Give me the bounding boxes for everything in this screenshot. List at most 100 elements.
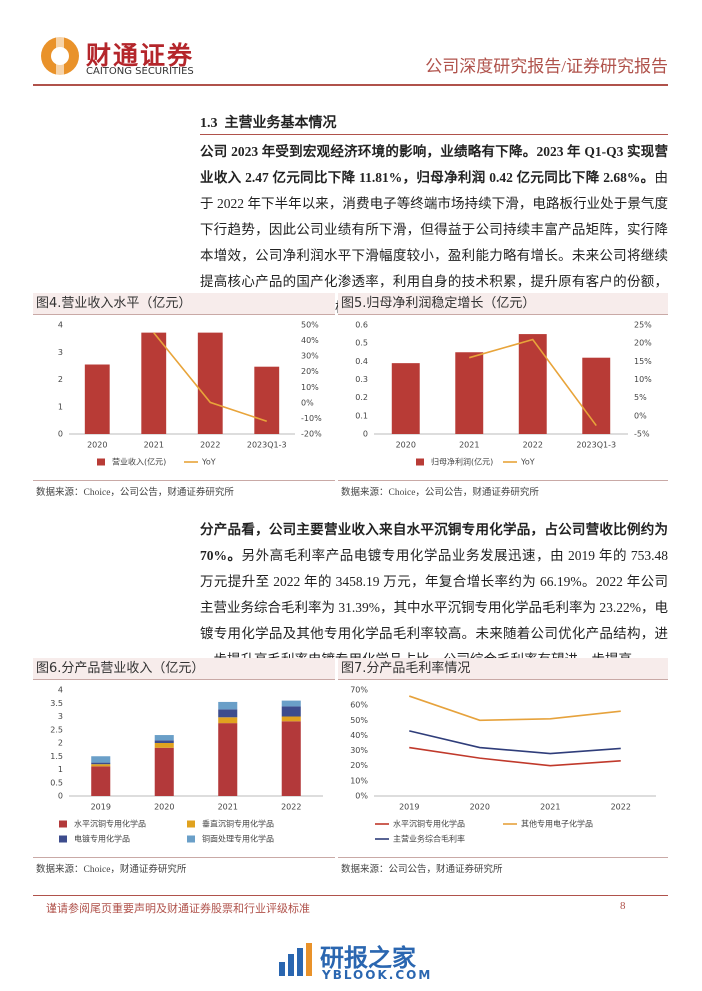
- y-tick-label: 0.3: [355, 375, 368, 384]
- line: [469, 338, 597, 427]
- bar: [391, 363, 420, 434]
- bar-segment: [91, 756, 111, 763]
- x-tick-label: 2020: [396, 441, 416, 450]
- y-tick-label: 0.2: [355, 393, 368, 402]
- y2-tick-label: 40%: [301, 336, 319, 345]
- legend-label: 营业收入(亿元): [112, 457, 166, 467]
- figure-title: 图4.营业收入水平（亿元）: [33, 293, 335, 315]
- bar-segment: [281, 706, 301, 717]
- y-tick-label: 4: [58, 686, 63, 695]
- x-tick-label: 2022: [523, 441, 543, 450]
- section-heading: 1.3 主营业务基本情况: [200, 112, 337, 132]
- x-tick-label: 2021: [218, 803, 238, 812]
- bar: [582, 357, 611, 434]
- x-tick-label: 2021: [459, 441, 479, 450]
- y-tick-label: 20%: [350, 761, 368, 770]
- y-tick-label: 1: [58, 402, 63, 411]
- y-tick-label: 1: [58, 765, 63, 774]
- watermark-url: YBLOOK.COM: [322, 968, 433, 982]
- bar-segment: [218, 717, 238, 724]
- y2-tick-label: -5%: [634, 430, 650, 439]
- y-tick-label: 0%: [355, 792, 368, 801]
- paragraph: 分产品看，公司主要营业收入来自水平沉铜专用化学品，占公司营收比例约为 70%。另…: [200, 517, 668, 673]
- legend-swatch: [97, 458, 105, 466]
- line: [409, 730, 621, 755]
- legend-label: 水平沉铜专用化学品: [74, 819, 146, 829]
- y2-tick-label: 20%: [634, 339, 652, 348]
- bar: [518, 334, 547, 434]
- x-tick-label: 2022: [611, 803, 631, 812]
- bar-segment: [281, 721, 301, 796]
- legend-label: 铜面处理专用化学品: [202, 834, 274, 844]
- bar-segment: [91, 764, 111, 767]
- bar: [254, 366, 280, 434]
- legend-swatch: [187, 820, 195, 828]
- x-tick-label: 2020: [87, 441, 107, 450]
- paragraph-bold: 分产品看，公司主要营业收入来自水平沉铜专用化学品，占公司营收比例约为 70%。: [200, 522, 668, 563]
- bar-segment: [218, 701, 238, 710]
- y2-tick-label: 10%: [634, 375, 652, 384]
- bar-segment: [281, 716, 301, 722]
- y2-tick-label: 20%: [301, 367, 319, 376]
- logo-cn: 财通证券: [86, 41, 195, 70]
- figure: 图7.分产品毛利率情况 0% 10% 20% 30% 40% 50% 60% 70% 2019 2…: [338, 658, 668, 875]
- y-tick-label: 0.6: [355, 321, 368, 330]
- y2-tick-label: -20%: [301, 430, 322, 439]
- bar-segment: [91, 766, 111, 796]
- legend-swatch: [187, 835, 195, 843]
- page-number: 8: [620, 900, 626, 912]
- y-tick-label: 0.1: [355, 411, 368, 420]
- figure-source: 数据来源：公司公告，财通证券研究所: [338, 857, 668, 875]
- y-tick-label: 3.5: [50, 699, 63, 708]
- bar-segment: [154, 740, 174, 743]
- y-tick-label: 3: [58, 348, 63, 357]
- line: [153, 332, 268, 423]
- watermark-title: 研报之家: [320, 944, 416, 972]
- paragraph: 公司 2023 年受到宏观经济环境的影响，业绩略有下降。2023 年 Q1-Q3…: [200, 139, 668, 321]
- bar-segment: [91, 762, 111, 765]
- y-tick-label: 2.5: [50, 725, 63, 734]
- legend-label: 归母净利润(亿元): [431, 457, 493, 467]
- y-tick-label: 0: [58, 792, 63, 801]
- legend-swatch: [59, 820, 67, 828]
- line: [408, 695, 621, 722]
- y-tick-label: 50%: [350, 716, 368, 725]
- section-title: 主营业务基本情况: [224, 116, 337, 131]
- x-tick-label: 2019: [399, 803, 419, 812]
- x-tick-label: 2023Q1-3: [247, 441, 287, 450]
- y-tick-label: 0.4: [355, 357, 368, 366]
- figure-title: 图5.归母净利润稳定增长（亿元）: [338, 293, 668, 315]
- y-tick-label: 70%: [350, 686, 368, 695]
- x-tick-label: 2021: [540, 803, 560, 812]
- figure: 图5.归母净利润稳定增长（亿元） 0 0.1 0.2 0.3 0.4 0.5 0.6 -5% 0…: [338, 293, 668, 498]
- legend-label: YoY: [520, 458, 535, 467]
- figure-title: 图7.分产品毛利率情况: [338, 658, 668, 680]
- legend-label: 其他专用电子化学品: [521, 819, 593, 829]
- legend-label: 电镀专用化学品: [74, 834, 130, 844]
- section-number: 1.3: [200, 116, 218, 131]
- legend-label: 水平沉铜专用化学品: [393, 819, 465, 829]
- bar: [455, 352, 484, 434]
- bar-segment: [281, 700, 301, 707]
- y-tick-label: 30%: [350, 746, 368, 755]
- line: [409, 746, 621, 767]
- y-tick-label: 3: [58, 712, 63, 721]
- y-tick-label: 1.5: [50, 752, 63, 761]
- y-tick-label: 2: [58, 739, 63, 748]
- bar-segment: [218, 709, 238, 718]
- y-tick-label: 0: [58, 430, 63, 439]
- y2-tick-label: 10%: [301, 383, 319, 392]
- x-tick-label: 2022: [281, 803, 301, 812]
- y-tick-label: 40%: [350, 731, 368, 740]
- y2-tick-label: -10%: [301, 414, 322, 423]
- bar-segment: [154, 735, 174, 741]
- chart: 0 0.5 1 1.5 2 2.5 3 3.5 4 2019 2020 2021 2022 水平沉铜专用化…: [50, 686, 323, 844]
- bar: [197, 332, 223, 434]
- x-tick-label: 2020: [154, 803, 174, 812]
- logo-icon: [41, 37, 79, 75]
- y2-tick-label: 50%: [301, 321, 319, 330]
- legend-swatch: [416, 458, 424, 466]
- y-tick-label: 0: [363, 430, 368, 439]
- legend-label: 垂直沉铜专用化学品: [202, 819, 274, 829]
